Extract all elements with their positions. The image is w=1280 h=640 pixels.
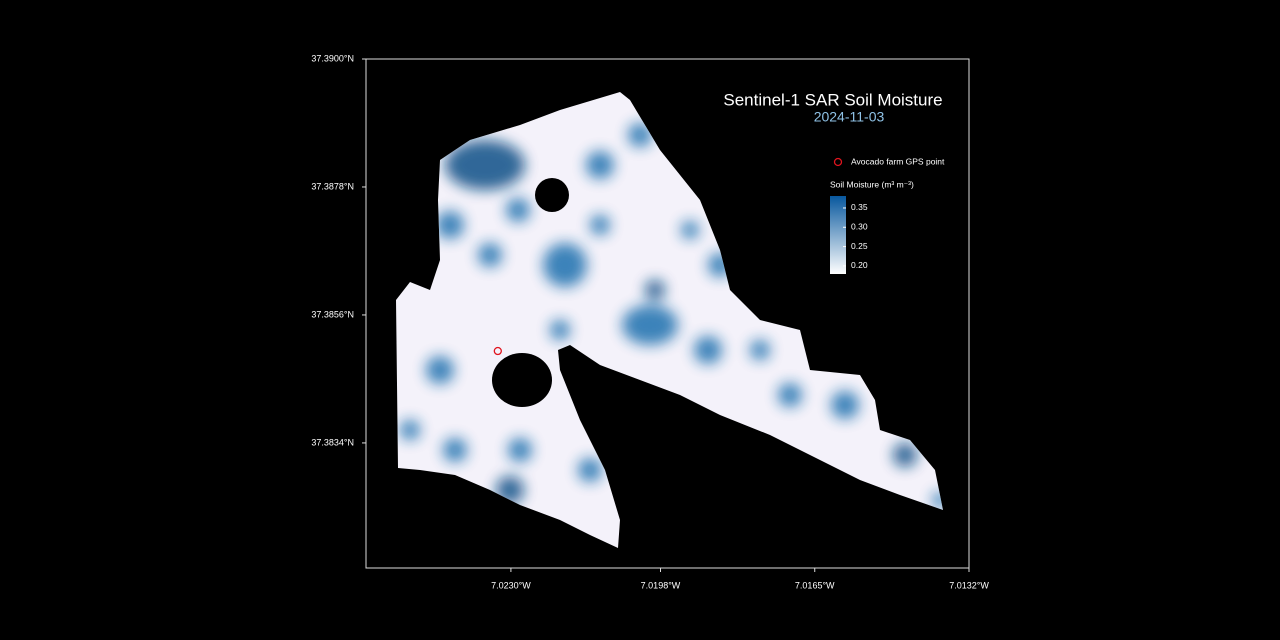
y-tick-label: 37.3856°N bbox=[311, 309, 354, 319]
x-tick-label: 7.0198°W bbox=[641, 580, 681, 590]
colorbar-tick-label: 0.35 bbox=[851, 202, 868, 212]
map-subtitle: 2024-11-03 bbox=[814, 109, 885, 125]
colorbar-title: Soil Moisture (m³ m⁻³) bbox=[830, 179, 914, 189]
y-tick-label: 37.3834°N bbox=[311, 437, 354, 447]
y-tick-label: 37.3900°N bbox=[311, 53, 354, 63]
legend-label: Avocado farm GPS point bbox=[851, 156, 945, 166]
colorbar bbox=[830, 196, 846, 274]
colorbar-tick-label: 0.20 bbox=[851, 260, 868, 270]
x-tick-label: 7.0230°W bbox=[491, 580, 531, 590]
y-tick-label: 37.3878°N bbox=[311, 181, 354, 191]
colorbar-tick-label: 0.30 bbox=[851, 222, 868, 232]
x-tick-label: 7.0132°W bbox=[949, 580, 989, 590]
map-title: Sentinel-1 SAR Soil Moisture bbox=[723, 90, 942, 109]
legend-marker bbox=[833, 157, 843, 167]
gps-point bbox=[493, 346, 502, 356]
colorbar-tick-label: 0.25 bbox=[851, 241, 868, 251]
x-tick-label: 7.0165°W bbox=[795, 580, 835, 590]
plot-frame bbox=[365, 58, 970, 569]
